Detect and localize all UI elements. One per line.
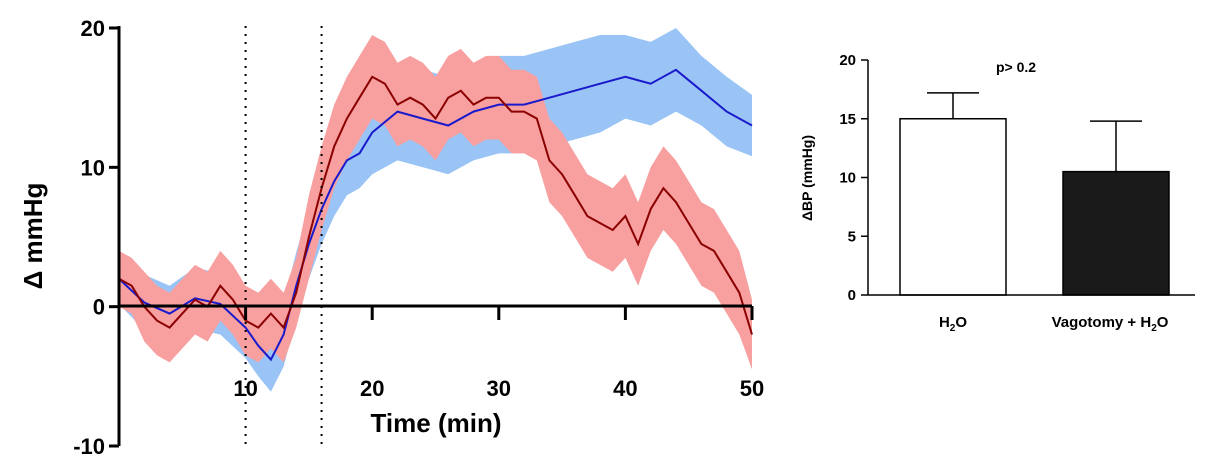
error-band-2 — [119, 35, 752, 370]
bar-y-tick-label: 0 — [848, 287, 856, 304]
series-line-1 — [118, 68, 753, 362]
bar-y-ticks: 0 5 10 15 20 — [839, 52, 868, 304]
x-ticks: 10 20 30 40 50 — [233, 306, 764, 401]
bar-y-tick-label: 5 — [848, 228, 856, 245]
bar-1 — [899, 118, 1007, 296]
bar-y-tick-label: 15 — [839, 111, 856, 128]
x-tick-label: 10 — [233, 376, 257, 401]
line-chart: -10 0 10 20 10 20 30 40 50 Δ mmHg Time (min) — [18, 16, 764, 459]
bar-label-vagotomy-sub: 2 — [1151, 323, 1157, 334]
bar-label-vagotomy-tail: O — [1157, 314, 1169, 331]
bar-y-tick-label: 20 — [839, 52, 856, 69]
bar-y-tick-label: 10 — [839, 170, 856, 187]
bar-label-h2o-tail: O — [955, 314, 967, 331]
y-tick-label: 20 — [81, 16, 105, 41]
series-line-2 — [118, 75, 753, 335]
bar-label-vagotomy: Vagotomy + H2O — [1052, 314, 1169, 334]
bar-label-h2o-sub: 2 — [950, 323, 956, 334]
bar-2 — [1062, 170, 1170, 296]
bar-label-vagotomy-main: Vagotomy + H — [1052, 314, 1152, 331]
bar-y-axis-label: ΔBP (mmHg) — [799, 135, 815, 221]
y-tick-label: 0 — [93, 295, 105, 320]
series-lines — [118, 68, 753, 362]
bar-label-h2o: H2O — [939, 314, 967, 334]
x-tick-label: 40 — [613, 376, 637, 401]
p-value-annotation: p> 0.2 — [996, 59, 1036, 75]
bars — [899, 92, 1170, 296]
x-tick-label: 30 — [487, 376, 511, 401]
x-tick-label: 20 — [360, 376, 384, 401]
error-band-1 — [119, 28, 752, 392]
error-bands — [119, 28, 752, 392]
y-tick-label: 10 — [81, 155, 105, 180]
y-ticks: -10 0 10 20 — [73, 16, 119, 459]
x-tick-label: 50 — [740, 376, 764, 401]
x-axis-label: Time (min) — [371, 408, 502, 438]
y-axis-label: Δ mmHg — [18, 183, 48, 290]
y-tick-label: -10 — [73, 434, 105, 459]
bar-label-h2o-main: H — [939, 314, 950, 331]
